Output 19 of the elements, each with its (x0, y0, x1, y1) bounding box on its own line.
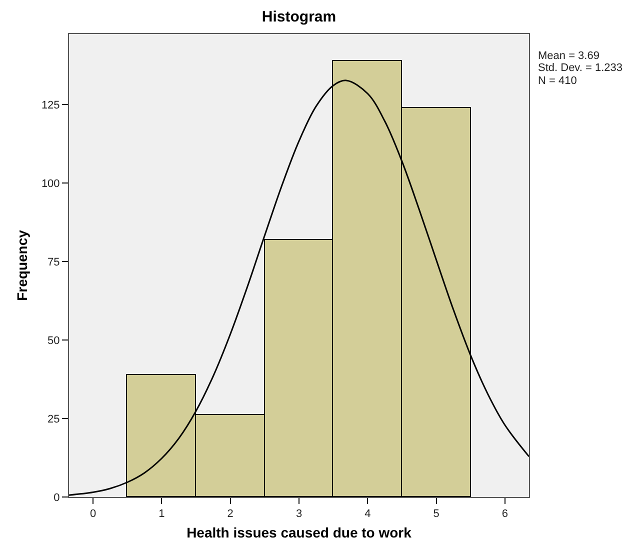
text: Std. Dev. = 1.233 (538, 62, 622, 74)
text: N = 410 (538, 75, 577, 87)
x-tick-label: 2 (227, 508, 234, 520)
x-tick-label: 4 (364, 508, 371, 520)
y-tick-label: 100 (41, 178, 60, 190)
chart-title: Histogram (262, 8, 336, 26)
text: Mean = 3.69 (538, 50, 600, 62)
x-axis-title: Health issues caused due to work (186, 524, 412, 540)
x-tick-label: 1 (158, 508, 165, 520)
y-tick-label: 75 (48, 256, 60, 268)
y-tick-label: 25 (48, 413, 60, 426)
x-tick-label: 3 (296, 508, 302, 520)
x-tick-label: 6 (502, 508, 508, 520)
x-tick-label: 5 (433, 508, 440, 520)
y-tick-label: 0 (54, 492, 60, 504)
y-tick-label: 125 (41, 99, 60, 112)
y-axis-title: Frequency (14, 230, 30, 301)
y-tick-label: 50 (48, 334, 60, 347)
x-tick-label: 0 (90, 508, 96, 520)
